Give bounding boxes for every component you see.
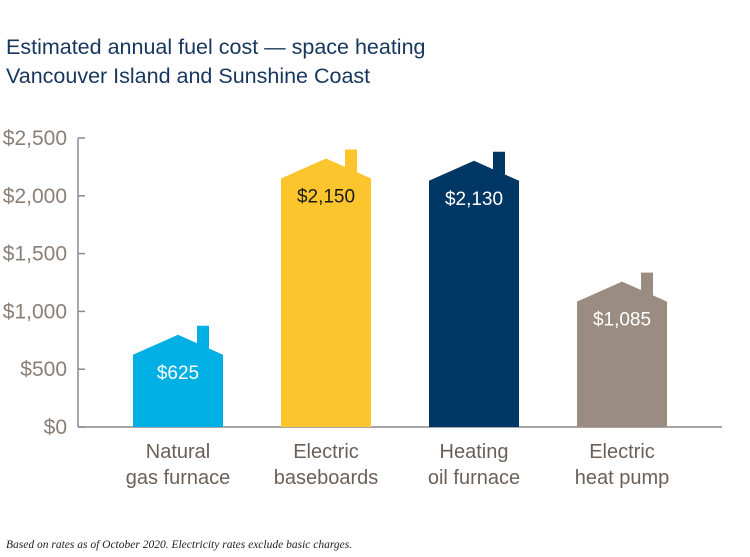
category-label-3-line-1: Heating [440, 441, 509, 463]
y-tick-label: $0 [44, 416, 67, 439]
bar-3 [429, 151, 519, 427]
bar-1 [133, 325, 223, 427]
y-tick-label: $1,500 [3, 243, 67, 266]
category-label-2-line-1: Electric [293, 441, 359, 463]
category-label-4-line-1: Electric [589, 441, 655, 463]
category-label-1-line-2: gas furnace [126, 467, 231, 489]
chart-title-line-1: Estimated annual fuel cost — space heati… [6, 35, 426, 59]
category-label-2-line-2: baseboards [274, 467, 379, 489]
category-label-3-line-2: oil furnace [428, 467, 520, 489]
data-label-1: $625 [157, 363, 199, 384]
y-tick-label: $2,000 [3, 185, 67, 208]
category-label-4-line-2: heat pump [575, 467, 670, 489]
data-label-3: $2,130 [445, 189, 503, 210]
bar-chart: $0 $500 $1,000 $1,500 $2,000 $2,500 $625 Natura… [3, 127, 722, 489]
data-label-2: $2,150 [297, 186, 355, 207]
footnote: Based on rates as of October 2020. Elect… [6, 539, 353, 551]
chart-title-line-2: Vancouver Island and Sunshine Coast [6, 64, 371, 88]
chart-title: Estimated annual fuel cost — space heati… [6, 33, 426, 91]
y-tick-label: $2,500 [3, 127, 67, 150]
data-label-4: $1,085 [593, 310, 651, 331]
bar-4 [577, 272, 667, 427]
y-tick-label: $500 [20, 358, 67, 381]
category-label-1-line-1: Natural [146, 441, 210, 463]
bar-2 [281, 149, 371, 427]
y-tick-label: $1,000 [3, 300, 67, 323]
